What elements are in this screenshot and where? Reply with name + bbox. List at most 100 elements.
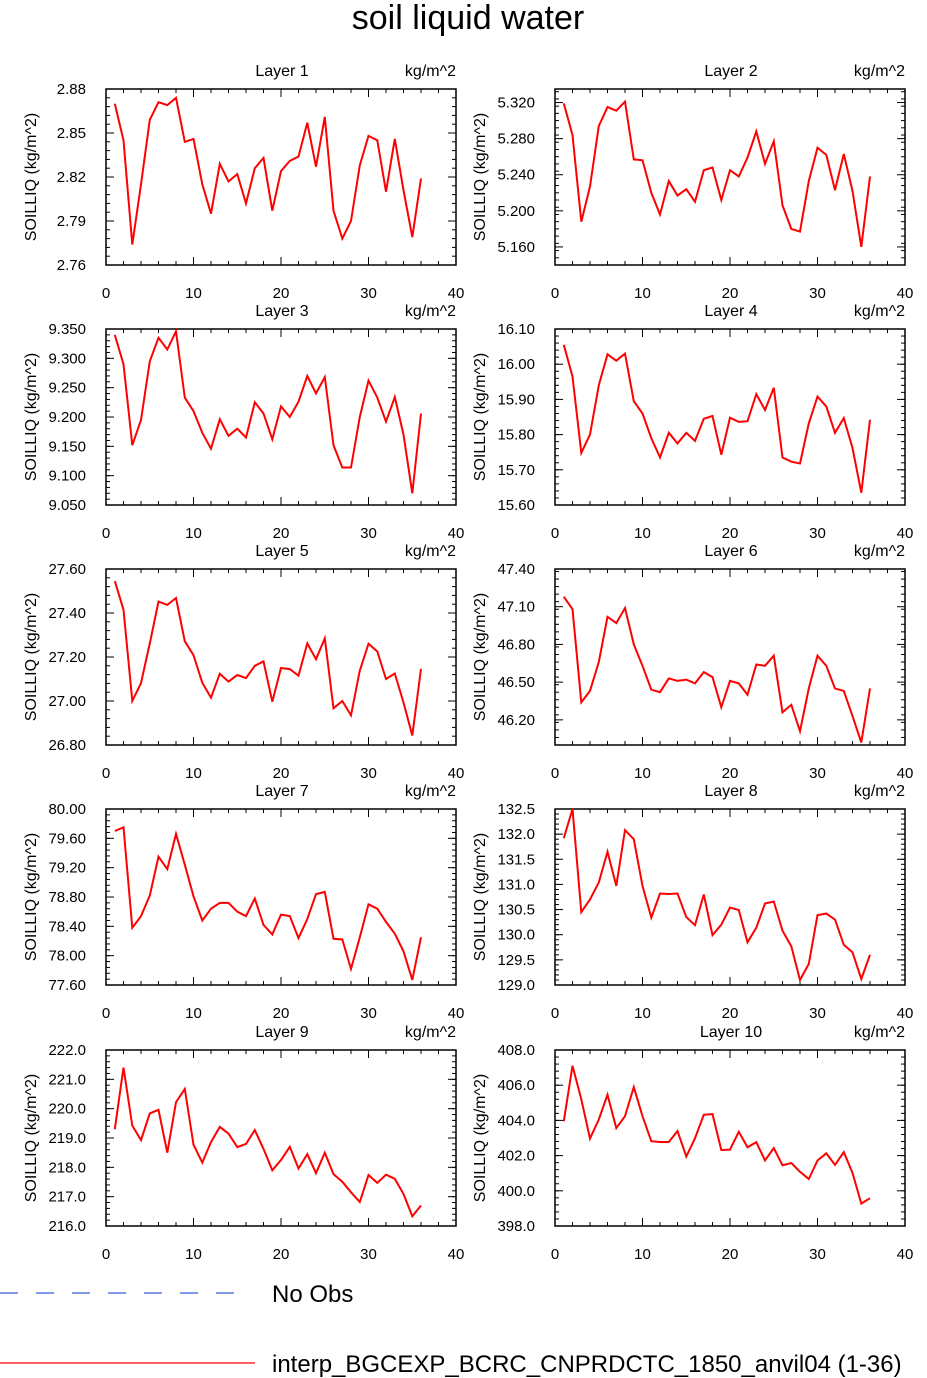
- y-tick-label: 46.80: [497, 636, 535, 653]
- figure-title: soil liquid water: [352, 0, 584, 37]
- x-tick-label: 30: [360, 285, 377, 302]
- y-axis-label: SOILLIQ (kg/m^2): [23, 1074, 40, 1202]
- x-tick-label: 30: [360, 525, 377, 542]
- y-tick-label: 9.150: [48, 438, 86, 455]
- y-tick-label: 26.80: [48, 737, 86, 754]
- y-tick-label: 27.60: [48, 561, 86, 578]
- x-tick-label: 10: [185, 765, 202, 782]
- x-tick-label: 20: [273, 1246, 290, 1263]
- panel-layer-3: Layer 3 kg/m^2 SOILLIQ (kg/m^2) 0 10 20 30 40 9.…: [23, 303, 464, 542]
- x-tick-label: 40: [448, 525, 465, 542]
- y-axis-label: SOILLIQ (kg/m^2): [23, 593, 40, 721]
- y-tick-label: 221.0: [48, 1071, 86, 1088]
- x-tick-label: 40: [448, 1005, 465, 1022]
- series-line: [562, 1065, 871, 1206]
- x-tick-label: 20: [722, 525, 739, 542]
- plot-frame: [105, 328, 457, 506]
- panel-title: Layer 7: [255, 783, 308, 800]
- y-tick-label: 15.90: [497, 391, 535, 408]
- y-axis-label: SOILLIQ (kg/m^2): [472, 353, 489, 481]
- panel-layer-8: Layer 8 kg/m^2 SOILLIQ (kg/m^2) 0 10 20 30 40 12…: [472, 783, 913, 1022]
- y-axis-label: SOILLIQ (kg/m^2): [23, 113, 40, 241]
- y-tick-label: 47.10: [497, 599, 535, 616]
- y-tick-label: 216.0: [48, 1218, 86, 1235]
- x-tick-label: 0: [551, 1005, 559, 1022]
- plot-frame: [105, 808, 457, 986]
- x-tick-label: 0: [551, 765, 559, 782]
- x-tick-label: 0: [551, 1246, 559, 1263]
- y-tick-label: 404.0: [497, 1112, 535, 1129]
- panel-title: Layer 9: [255, 1024, 308, 1041]
- y-tick-label: 220.0: [48, 1101, 86, 1118]
- x-tick-label: 20: [273, 285, 290, 302]
- x-tick-label: 10: [185, 1005, 202, 1022]
- panel-units: kg/m^2: [854, 543, 905, 560]
- y-tick-label: 129.0: [497, 977, 535, 994]
- panel-title: Layer 5: [255, 543, 308, 560]
- y-tick-label: 217.0: [48, 1189, 86, 1206]
- y-tick-label: 406.0: [497, 1077, 535, 1094]
- panel-units: kg/m^2: [405, 63, 456, 80]
- y-tick-label: 132.5: [497, 801, 535, 818]
- y-tick-label: 9.250: [48, 380, 86, 397]
- panel-title: Layer 6: [704, 543, 757, 560]
- x-tick-label: 40: [897, 765, 914, 782]
- y-tick-label: 9.200: [48, 409, 86, 426]
- series-line: [113, 580, 422, 736]
- x-tick-label: 20: [722, 1005, 739, 1022]
- plot-frame: [554, 808, 906, 986]
- x-tick-label: 0: [102, 1005, 110, 1022]
- panel-units: kg/m^2: [405, 543, 456, 560]
- y-tick-label: 5.240: [497, 167, 535, 184]
- panel-units: kg/m^2: [405, 783, 456, 800]
- y-tick-label: 15.60: [497, 497, 535, 514]
- x-tick-label: 40: [448, 1246, 465, 1263]
- x-tick-label: 20: [273, 1005, 290, 1022]
- panel-title: Layer 2: [704, 63, 757, 80]
- x-tick-label: 40: [448, 285, 465, 302]
- panel-units: kg/m^2: [405, 1024, 456, 1041]
- panel-title: Layer 8: [704, 783, 757, 800]
- panel-layer-2: Layer 2 kg/m^2 SOILLIQ (kg/m^2) 0 10 20 30 40 5.…: [472, 63, 913, 302]
- y-tick-label: 2.76: [57, 257, 86, 274]
- y-tick-label: 16.00: [497, 356, 535, 373]
- x-tick-label: 10: [185, 525, 202, 542]
- x-tick-label: 30: [360, 1005, 377, 1022]
- x-tick-label: 10: [634, 1005, 651, 1022]
- series-line: [562, 99, 871, 248]
- x-tick-label: 30: [809, 525, 826, 542]
- series-line: [113, 327, 422, 494]
- x-tick-label: 40: [897, 525, 914, 542]
- x-tick-label: 10: [634, 765, 651, 782]
- plot-frame: [105, 88, 457, 266]
- panel-layer-9: Layer 9 kg/m^2 SOILLIQ (kg/m^2) 0 10 20 30 40 21…: [23, 1024, 464, 1263]
- x-tick-label: 40: [448, 765, 465, 782]
- y-axis-label: SOILLIQ (kg/m^2): [472, 833, 489, 961]
- y-tick-label: 5.280: [497, 131, 535, 148]
- y-tick-label: 218.0: [48, 1159, 86, 1176]
- x-tick-label: 0: [102, 285, 110, 302]
- panel-layer-1: Layer 1 kg/m^2 SOILLIQ (kg/m^2) 0 10 20 30 40 2.…: [23, 63, 464, 302]
- x-tick-label: 0: [551, 285, 559, 302]
- y-tick-label: 222.0: [48, 1042, 86, 1059]
- y-tick-label: 27.40: [48, 605, 86, 622]
- y-tick-label: 15.70: [497, 462, 535, 479]
- y-tick-label: 77.60: [48, 977, 86, 994]
- y-tick-label: 80.00: [48, 801, 86, 818]
- y-tick-label: 79.20: [48, 860, 86, 877]
- x-tick-label: 20: [273, 765, 290, 782]
- y-tick-label: 47.40: [497, 561, 535, 578]
- panel-units: kg/m^2: [854, 63, 905, 80]
- series-line: [113, 1067, 422, 1219]
- series-line: [114, 825, 422, 981]
- y-tick-label: 9.300: [48, 350, 86, 367]
- y-tick-label: 129.5: [497, 952, 535, 969]
- legend: No Obs interp_BGCEXP_BCRC_CNPRDCTC_1850_…: [0, 1281, 902, 1378]
- plot-frame: [105, 1049, 457, 1227]
- x-tick-label: 0: [102, 525, 110, 542]
- x-tick-label: 30: [809, 1246, 826, 1263]
- y-tick-label: 27.20: [48, 649, 86, 666]
- x-tick-label: 0: [102, 765, 110, 782]
- panel-units: kg/m^2: [854, 303, 905, 320]
- x-tick-label: 20: [722, 1246, 739, 1263]
